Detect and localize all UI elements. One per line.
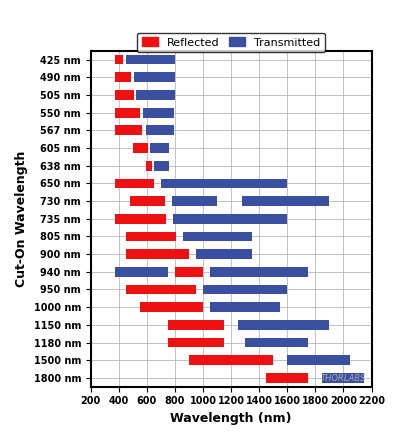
Bar xyxy=(115,267,168,277)
Bar xyxy=(196,249,252,259)
Bar xyxy=(143,108,174,117)
Bar xyxy=(173,214,287,224)
Bar xyxy=(126,249,189,259)
Bar xyxy=(115,108,140,117)
Bar xyxy=(126,55,175,65)
Bar xyxy=(115,73,132,82)
Bar xyxy=(130,196,165,206)
Bar xyxy=(115,179,154,188)
Bar xyxy=(134,73,175,82)
Bar xyxy=(238,320,329,330)
Bar xyxy=(161,179,287,188)
Bar xyxy=(126,231,176,241)
Bar xyxy=(140,302,203,312)
Bar xyxy=(175,267,203,277)
Bar xyxy=(287,356,350,365)
Bar xyxy=(203,285,287,294)
Bar xyxy=(115,214,166,224)
Bar xyxy=(210,267,308,277)
Bar xyxy=(126,285,196,294)
Bar xyxy=(115,90,134,100)
Bar xyxy=(322,373,364,383)
Legend: Reflected, Transmitted: Reflected, Transmitted xyxy=(137,33,325,52)
X-axis label: Wavelength (nm): Wavelength (nm) xyxy=(170,412,292,425)
Bar xyxy=(172,196,217,206)
Bar xyxy=(210,302,280,312)
Bar xyxy=(183,231,252,241)
Bar xyxy=(245,337,308,347)
Bar xyxy=(133,143,148,153)
Bar xyxy=(154,161,169,171)
Bar xyxy=(168,320,224,330)
Bar xyxy=(266,373,308,383)
Text: THORLABS: THORLABS xyxy=(320,374,366,383)
Bar xyxy=(168,337,224,347)
Bar xyxy=(115,125,142,135)
Bar xyxy=(242,196,329,206)
Bar xyxy=(136,90,175,100)
Bar xyxy=(146,125,174,135)
Bar xyxy=(115,55,123,65)
Y-axis label: Cut-On Wavelength: Cut-On Wavelength xyxy=(15,150,28,287)
Bar xyxy=(150,143,169,153)
Bar xyxy=(189,356,273,365)
Bar xyxy=(146,161,152,171)
